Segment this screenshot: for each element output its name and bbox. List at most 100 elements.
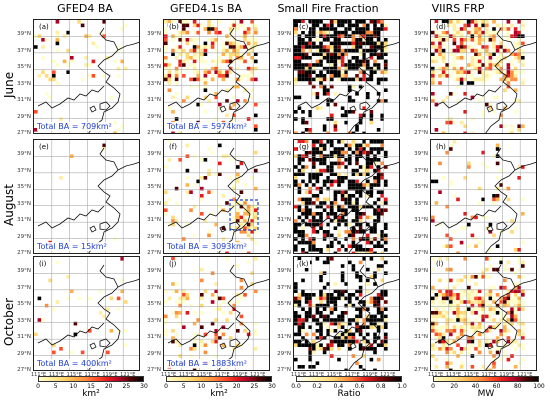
- fire-cell: [116, 74, 121, 78]
- fire-cell: [362, 59, 366, 64]
- fire-cell: [373, 147, 377, 151]
- fire-cell: [463, 41, 467, 46]
- fire-cell: [495, 161, 500, 166]
- fire-cell: [294, 81, 298, 85]
- fire-cell: [308, 186, 312, 191]
- fire-cell: [358, 347, 363, 351]
- fire-cell: [355, 307, 359, 311]
- fire-cell: [369, 45, 374, 49]
- fire-cell: [358, 285, 363, 290]
- fire-cell: [456, 70, 460, 74]
- fire-cell: [196, 179, 200, 184]
- fire-cell: [225, 41, 229, 46]
- fire-cell: [517, 307, 521, 311]
- fire-cell: [333, 212, 338, 216]
- fire-cell: [207, 147, 211, 151]
- fire-cell: [373, 237, 377, 241]
- fire-cell: [366, 237, 370, 241]
- fire-cell: [384, 307, 388, 311]
- panel-letter: (j): [168, 260, 178, 268]
- fire-cell: [521, 347, 525, 351]
- fire-cell: [333, 339, 338, 344]
- fire-cell: [431, 70, 435, 74]
- fire-cell: [366, 179, 370, 184]
- fire-cell: [326, 222, 330, 227]
- fire-cell: [355, 329, 359, 333]
- fire-cell: [308, 357, 312, 362]
- latitude-tick-label: 31°N: [414, 97, 428, 104]
- fire-cell: [513, 347, 518, 351]
- fire-cell: [171, 215, 175, 220]
- fire-cell: [351, 23, 356, 28]
- fire-cell: [250, 212, 254, 216]
- fire-cell: [182, 300, 186, 304]
- fire-cell: [297, 74, 302, 78]
- fire-cell: [351, 332, 356, 337]
- fire-cell: [203, 176, 208, 180]
- fire-cell: [232, 20, 236, 24]
- longitude-tick-label: 113°E: [308, 372, 325, 378]
- fire-cell: [488, 74, 493, 78]
- fire-cell: [384, 336, 388, 340]
- fire-cell: [34, 332, 38, 337]
- fire-cell: [362, 186, 366, 191]
- fire-cell: [200, 339, 204, 344]
- fire-cell: [452, 140, 457, 144]
- fire-cell: [348, 303, 352, 308]
- fire-cell: [351, 56, 356, 60]
- fire-cell: [362, 204, 366, 209]
- longitude-tick-label: 121°E: [120, 372, 136, 378]
- fire-cell: [254, 52, 258, 56]
- fire-cell: [312, 52, 316, 56]
- fire-cell: [337, 74, 341, 78]
- fire-cell: [521, 56, 525, 60]
- fire-cell: [55, 81, 60, 85]
- fire-cell: [167, 140, 172, 144]
- fire-cell: [297, 233, 302, 238]
- fire-cell: [434, 332, 439, 337]
- fire-cell: [326, 140, 330, 144]
- fire-cell: [182, 20, 186, 24]
- fire-cell: [481, 74, 485, 78]
- fire-cell: [492, 296, 496, 301]
- fire-cell: [304, 233, 309, 238]
- fire-cell: [315, 168, 320, 173]
- fire-cell: [366, 251, 370, 253]
- fire-cell: [164, 74, 168, 78]
- fire-cell: [376, 212, 381, 216]
- fire-cell: [322, 311, 327, 315]
- fire-cell: [254, 128, 258, 132]
- fire-cell: [438, 347, 442, 351]
- fire-cell: [477, 27, 482, 31]
- fire-cell: [322, 303, 327, 308]
- fire-cell: [438, 41, 442, 46]
- fire-cell: [326, 282, 330, 286]
- lake-outline: [486, 225, 494, 233]
- fire-cell: [225, 74, 229, 78]
- fire-cell: [189, 48, 193, 53]
- fire-cell: [236, 300, 240, 304]
- fire-cell: [373, 219, 377, 223]
- fire-cell: [322, 23, 327, 28]
- longitude-tick-label: 115°E: [326, 372, 342, 378]
- fire-cell: [203, 219, 208, 223]
- fire-cell: [366, 332, 370, 337]
- fire-cell: [380, 215, 384, 220]
- fire-cell: [200, 267, 204, 272]
- fire-cell: [441, 41, 446, 46]
- fire-cell: [474, 66, 478, 71]
- fire-cell: [438, 300, 442, 304]
- fire-cell: [315, 20, 320, 24]
- fire-cell: [452, 329, 457, 333]
- coastline-north: [247, 161, 269, 171]
- latitude-tick-label: 33°N: [147, 80, 161, 87]
- fire-cell: [452, 321, 457, 326]
- latitude-tick-label: 29°N: [414, 113, 428, 120]
- fire-cell: [167, 296, 172, 301]
- fire-cell: [41, 318, 45, 322]
- latitude-tick-label: 35°N: [277, 301, 291, 308]
- fire-cell: [88, 63, 92, 67]
- fire-cell: [294, 63, 298, 67]
- fire-cell: [192, 332, 197, 337]
- fire-cell: [315, 38, 320, 42]
